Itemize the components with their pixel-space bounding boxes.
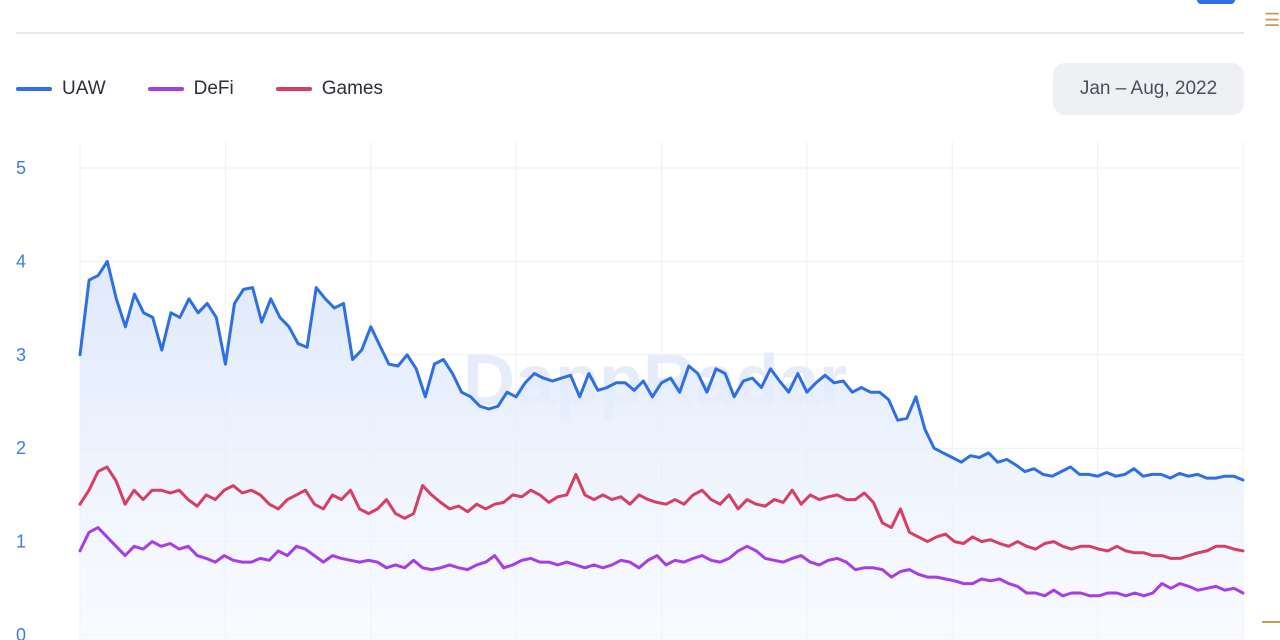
legend-swatch-defi <box>147 87 184 91</box>
series-line-uaw[interactable] <box>78 259 1245 482</box>
legend-item-uaw[interactable]: UAW <box>16 74 106 104</box>
y-tick-label: 0 <box>16 625 26 640</box>
legend-label-defi: DeFi <box>193 78 234 99</box>
series-lines-layer <box>78 259 1245 598</box>
cut-off-header-text: ▔▔ ▁▔ ▔▁ <box>60 0 260 5</box>
hamburger-icon[interactable]: ☰ <box>1264 10 1280 30</box>
legend-item-games[interactable]: Games <box>275 74 383 104</box>
chart-legend: UAW DeFi Games <box>16 74 425 104</box>
edge-divider <box>1262 621 1280 623</box>
y-tick-label: 5 <box>16 158 26 178</box>
legend-item-defi[interactable]: DeFi <box>147 74 234 104</box>
series-area-uaw <box>80 261 1243 640</box>
y-tick-label: 4 <box>16 251 26 271</box>
y-tick-label: 1 <box>16 532 26 552</box>
y-axis-ticks: 0 1 2 3 4 5 <box>16 158 26 640</box>
header-divider <box>16 32 1244 34</box>
uaw-area-layer <box>80 261 1243 640</box>
y-tick-label: 3 <box>16 345 26 365</box>
date-range-selector[interactable]: Jan – Aug, 2022 <box>1053 63 1244 115</box>
y-tick-label: 2 <box>16 438 26 458</box>
legend-swatch-uaw <box>16 87 52 91</box>
legend-label-uaw: UAW <box>62 78 106 99</box>
menu-button[interactable] <box>1197 0 1235 4</box>
legend-label-games: Games <box>321 78 383 99</box>
series-line-defi[interactable] <box>78 526 1245 598</box>
series-line-games[interactable] <box>78 465 1245 560</box>
legend-swatch-games <box>275 87 312 91</box>
